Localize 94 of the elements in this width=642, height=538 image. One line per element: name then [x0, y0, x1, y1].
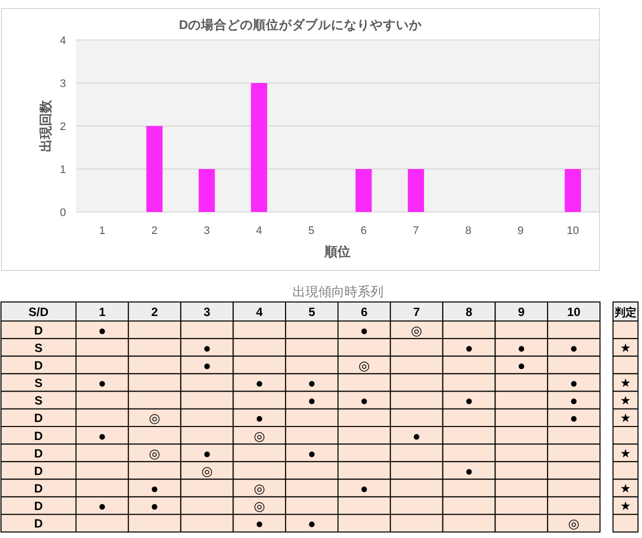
text: ◎ — [254, 428, 266, 444]
text: ● — [517, 358, 526, 373]
x-tick-label: 7 — [413, 305, 420, 319]
y-tick-label: D — [34, 446, 44, 460]
chart-title: 出現傾向時系列 — [292, 284, 384, 299]
text: ● — [570, 393, 578, 408]
y-tick-label: 2 — [60, 121, 66, 133]
text: ● — [255, 516, 264, 532]
text: ● — [150, 481, 159, 496]
y2-axis-title: 判定 — [614, 306, 636, 319]
x-tick-label: 5 — [308, 305, 316, 319]
text: ● — [412, 428, 421, 444]
x-tick-label: 4 — [256, 225, 262, 237]
x-tick-label: 7 — [412, 225, 420, 237]
y-tick-label: 3 — [60, 78, 66, 90]
y2-tick-label: ★ — [620, 340, 631, 355]
y-tick-label: D — [34, 428, 44, 443]
x-tick-label: 5 — [308, 225, 314, 237]
text: ◎ — [148, 446, 160, 461]
text: ● — [98, 428, 106, 444]
bar — [408, 169, 424, 212]
x-axis-title: 順位 — [324, 244, 350, 259]
text: ◎ — [254, 481, 266, 496]
text: ◎ — [358, 358, 370, 373]
text: ◎ — [410, 322, 422, 338]
y-axis-title: S/D — [28, 305, 49, 319]
text: ◎ — [254, 498, 266, 514]
text: ● — [150, 498, 159, 514]
y2-tick-label: ★ — [620, 394, 631, 408]
text: ● — [465, 340, 473, 356]
x-tick-label: 3 — [204, 225, 210, 237]
x-tick-label: 8 — [466, 305, 473, 319]
x-tick-label: 1 — [99, 225, 106, 237]
y-tick-label: D — [34, 499, 44, 514]
bar — [250, 83, 268, 212]
text: ● — [308, 446, 316, 461]
chart-title: Dの場合どの順位がダブルになりやすいか — [178, 17, 424, 32]
y-tick-label: D — [34, 358, 44, 372]
y2-tick-label: ★ — [620, 376, 631, 390]
x-tick-label: 6 — [360, 305, 368, 319]
text: ● — [308, 393, 316, 408]
bar — [198, 169, 215, 212]
text: ◎ — [568, 516, 580, 532]
text: ● — [203, 446, 211, 461]
y2-tick-label: ★ — [620, 411, 631, 426]
text: ● — [255, 376, 264, 391]
x-tick-label: 10 — [566, 225, 579, 237]
text: ● — [360, 393, 368, 408]
x-tick-label: 6 — [360, 225, 367, 237]
y2-tick-label: ★ — [620, 499, 631, 514]
text: ● — [98, 498, 106, 514]
y-tick-label: S — [34, 394, 43, 408]
bar — [356, 169, 372, 212]
x-tick-label: 1 — [98, 305, 106, 319]
y-tick-label: D — [34, 464, 44, 478]
text: ● — [360, 481, 368, 496]
y-tick-label: D — [34, 411, 44, 426]
y-tick-label: D — [34, 323, 44, 338]
text: ● — [465, 393, 473, 408]
x-tick-label: 10 — [567, 305, 581, 319]
y2-tick-label: ★ — [620, 446, 631, 460]
text: ● — [570, 376, 578, 391]
text: ● — [255, 410, 264, 426]
bar — [564, 169, 581, 212]
x-tick-label: 2 — [151, 305, 158, 319]
text: ● — [360, 322, 368, 338]
bar — [146, 126, 163, 212]
x-tick-label: 2 — [151, 225, 158, 237]
y-tick-label: S — [34, 376, 43, 390]
y-tick-label: 0 — [60, 207, 66, 219]
text: ● — [517, 340, 526, 356]
y2-tick-label: ★ — [620, 482, 631, 496]
y-tick-label: S — [34, 340, 43, 355]
y-tick-label: 1 — [60, 164, 66, 176]
x-tick-label: 8 — [465, 225, 472, 237]
text: ● — [570, 410, 578, 426]
y-axis-title: 出現回数 — [38, 99, 53, 152]
text: ● — [570, 340, 578, 356]
text: ● — [308, 516, 316, 532]
x-tick-label: 3 — [204, 305, 211, 319]
text: ● — [98, 376, 106, 391]
text: ● — [98, 322, 106, 338]
text: ● — [308, 376, 316, 391]
x-tick-label: 9 — [518, 305, 526, 319]
text: ● — [203, 358, 211, 373]
y-tick-label: D — [34, 516, 44, 531]
text: ● — [203, 340, 211, 356]
text: ◎ — [148, 410, 160, 426]
text: ◎ — [201, 463, 213, 478]
text: ● — [465, 463, 473, 478]
x-tick-label: 4 — [256, 305, 264, 319]
x-tick-label: 9 — [517, 225, 524, 237]
y-tick-label: D — [34, 482, 44, 496]
y-tick-label: 4 — [60, 35, 66, 47]
